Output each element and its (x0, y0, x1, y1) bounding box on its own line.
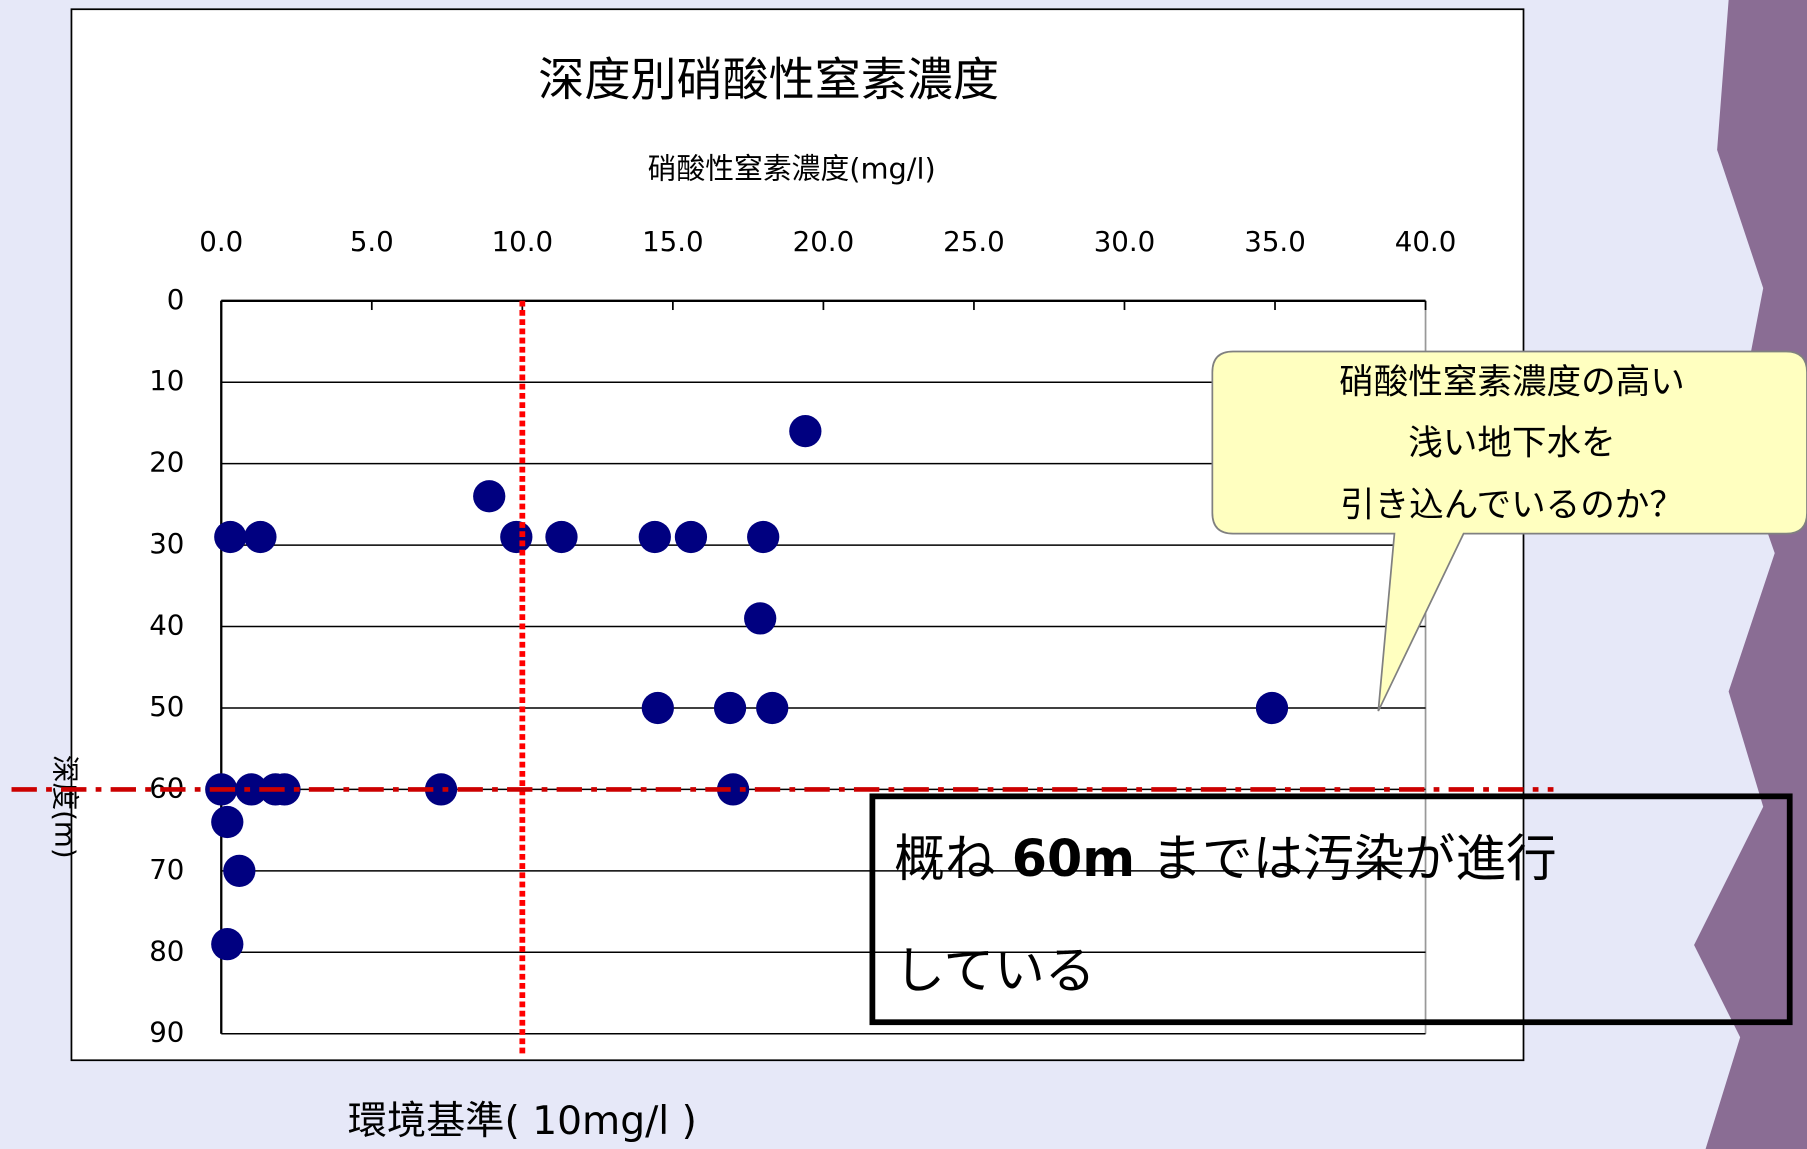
callout-bubble (1211, 350, 1807, 712)
note-box (869, 793, 1793, 1026)
x-tick-label: 25.0 (943, 225, 1005, 258)
x-tick-label: 10.0 (492, 225, 554, 258)
decoration (1694, 0, 1807, 1149)
point (473, 480, 506, 513)
reference-label: 環境基準( 10mg/l ) (348, 1099, 697, 1144)
x-tick-label: 5.0 (350, 225, 394, 258)
y-tick-label: 90 (149, 1016, 184, 1049)
x-tick-label: 30.0 (1094, 225, 1156, 258)
point (1255, 691, 1289, 725)
chart-title: 深度別硝酸性窒素濃度 (538, 52, 999, 106)
y-tick-label: 70 (149, 853, 184, 886)
x-tick-label: 35.0 (1244, 225, 1306, 258)
point (424, 773, 458, 806)
x-axis-title: 硝酸性窒素濃度(mg/l) (648, 152, 936, 186)
y-tick-label: 10 (149, 364, 184, 397)
x-tick-label: 0.0 (199, 225, 243, 258)
callout-text: 硝酸性窒素濃度の高い (1339, 362, 1685, 402)
y-tick-label: 0 (167, 283, 185, 316)
y-tick-label: 50 (149, 690, 184, 723)
callout-text: 引き込んでいるのか？ (1340, 486, 1684, 526)
note-text: している (894, 941, 1095, 1000)
point (214, 520, 247, 554)
point (744, 602, 777, 635)
y-tick-label: 80 (149, 934, 184, 967)
point (674, 520, 708, 554)
point (747, 520, 780, 554)
note-part: 概ね (894, 829, 1011, 888)
x-tick-label: 15.0 (642, 225, 704, 258)
y-axis-title: 深度(m) (48, 755, 81, 859)
note-part: までは汚染が進行 (1135, 829, 1557, 888)
point (638, 520, 671, 554)
point (641, 691, 674, 725)
point (789, 414, 822, 448)
point (545, 520, 578, 554)
y-tick-label: 20 (149, 446, 184, 479)
note-text: 概ね 60m までは汚染が進行 (894, 829, 1556, 888)
point (756, 691, 789, 725)
point (716, 773, 750, 806)
point (211, 805, 244, 839)
point (211, 928, 244, 961)
x-tick-label: 20.0 (793, 225, 855, 258)
y-tick-label: 40 (149, 609, 184, 642)
callout-text: 浅い地下水を (1408, 423, 1615, 463)
y-tick-label: 30 (149, 527, 184, 560)
chart-area (70, 8, 1525, 1062)
note-emphasis: 60m (1012, 829, 1135, 888)
point (500, 520, 533, 554)
point (244, 520, 277, 554)
point (223, 854, 256, 887)
point (713, 691, 747, 725)
point (235, 773, 268, 806)
x-tick-label: 40.0 (1395, 225, 1457, 258)
